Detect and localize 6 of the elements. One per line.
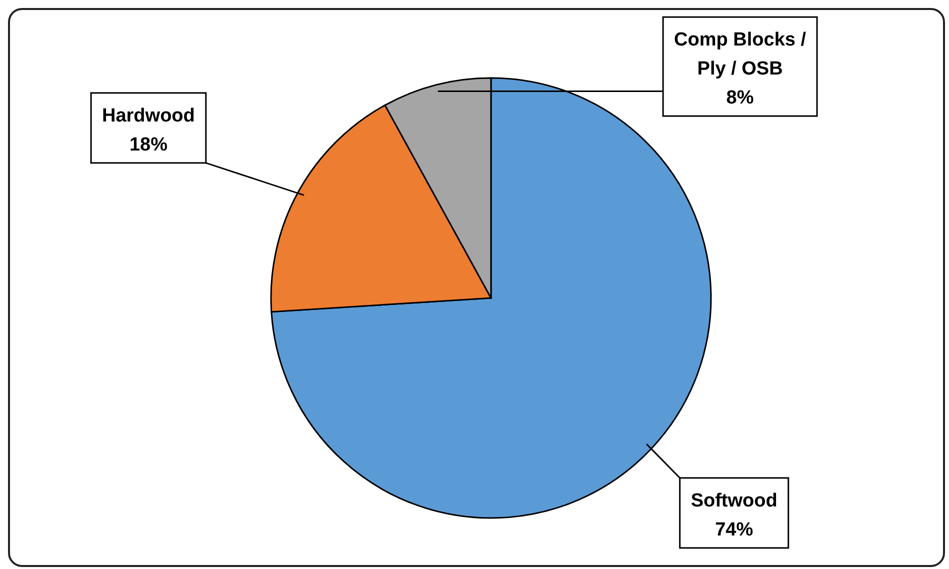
data-label: 8% [726, 88, 754, 109]
slice-label: Softwood [690, 490, 778, 512]
slice-label: Comp Blocks / Ply / OSB [674, 30, 807, 80]
slice-label: Hardwood [102, 106, 195, 127]
data-label: 18% [129, 134, 168, 156]
data-label: 74% [715, 520, 754, 541]
